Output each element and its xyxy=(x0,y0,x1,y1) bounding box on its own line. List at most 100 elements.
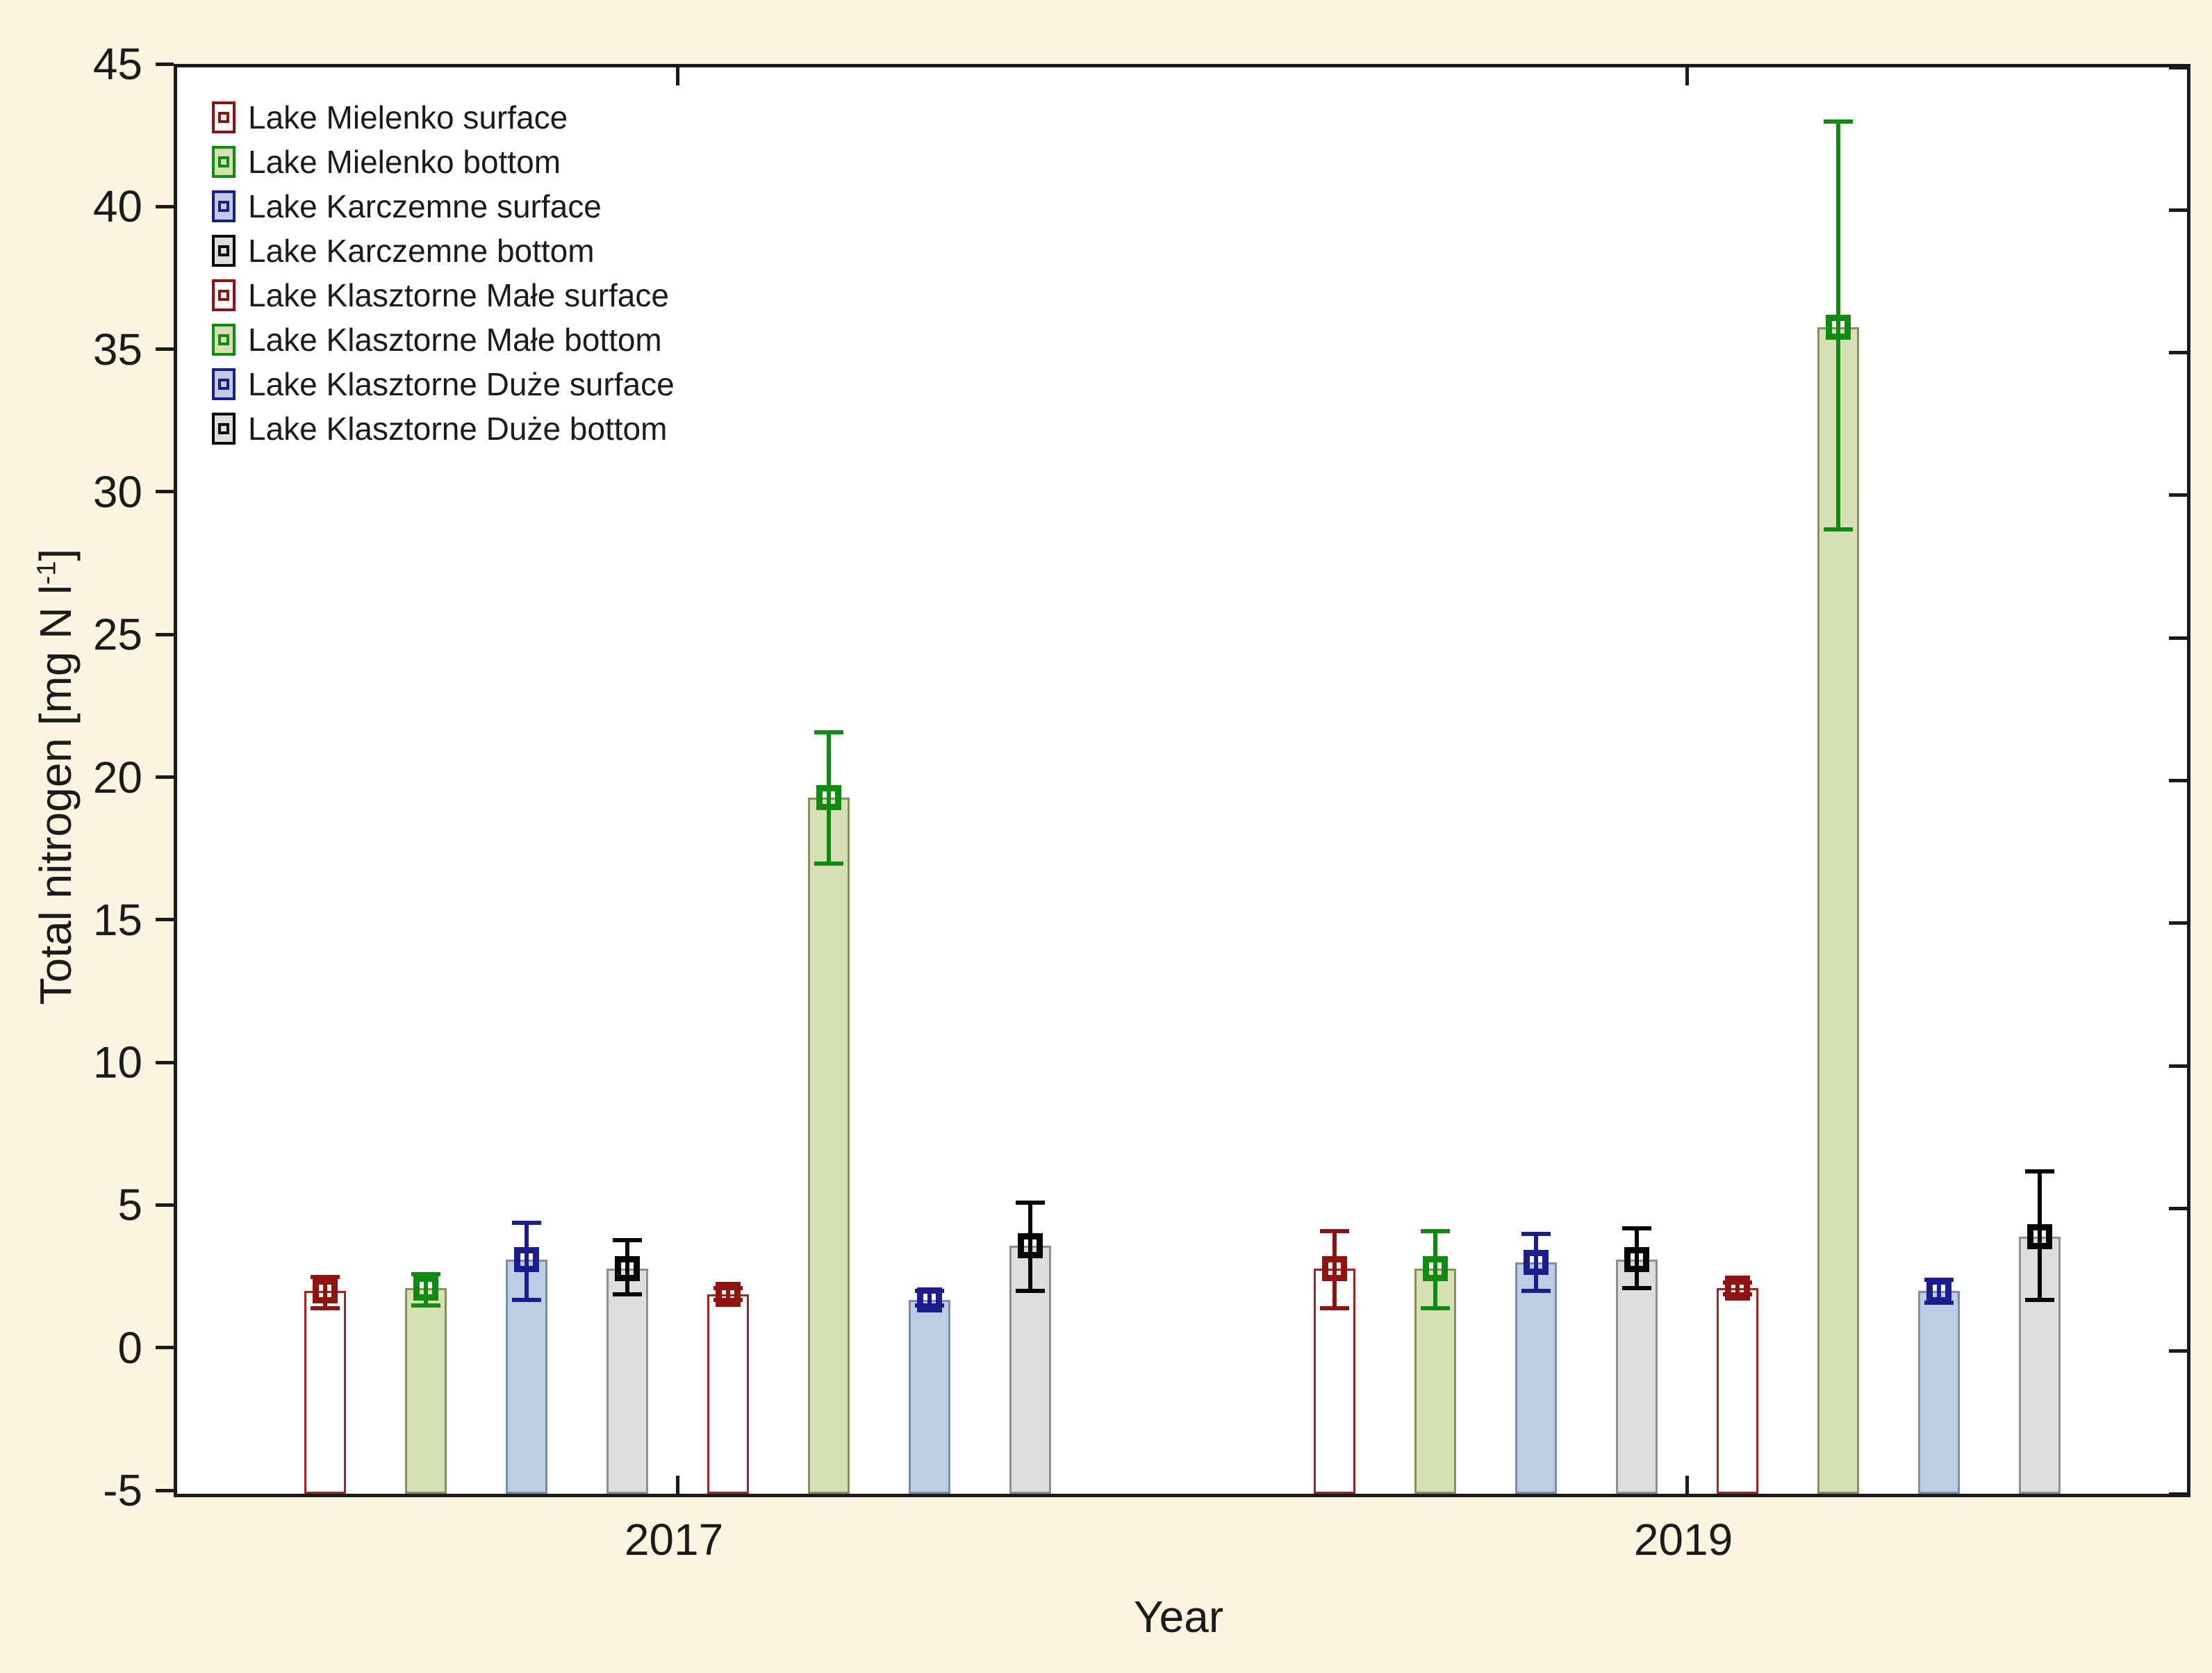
error-bar-cap-bottom xyxy=(310,1306,340,1311)
error-bar-line xyxy=(1936,1280,1941,1303)
error-bar-cap-top xyxy=(511,1220,541,1225)
error-bar-cap-top xyxy=(1521,1232,1551,1237)
y-tick-right xyxy=(2169,1492,2187,1496)
y-tick-right xyxy=(2169,779,2187,782)
legend-label: Lake Mielenko surface xyxy=(248,99,568,135)
y-tick-label: 10 xyxy=(92,1037,142,1088)
y-tick-right xyxy=(2169,1064,2187,1068)
y-tick-right xyxy=(2169,636,2187,640)
error-bar-cap-top xyxy=(713,1286,743,1291)
error-bar-line xyxy=(524,1222,529,1300)
bar xyxy=(404,1288,447,1494)
legend-item: Lake Mielenko surface xyxy=(212,95,675,140)
error-bar-cap-bottom xyxy=(1722,1292,1752,1296)
x-tick-label: 2019 xyxy=(1633,1515,1733,1565)
y-tick-label: 45 xyxy=(92,39,142,89)
error-bar-cap-top xyxy=(1015,1201,1045,1205)
error-bar-cap-top xyxy=(1621,1226,1651,1231)
error-bar-line xyxy=(1533,1234,1538,1292)
y-tick-label: -5 xyxy=(103,1465,142,1515)
mean-marker xyxy=(614,1255,640,1281)
y-tick-left xyxy=(156,490,174,494)
y-tick-label: 35 xyxy=(92,324,142,374)
legend-label: Lake Klasztorne Małe bottom xyxy=(248,322,662,358)
plot-area: Lake Mielenko surface Lake Mielenko botto… xyxy=(174,64,2190,1497)
legend-label: Lake Karczemne bottom xyxy=(248,233,595,269)
error-bar-cap-top xyxy=(2024,1169,2054,1174)
mean-marker xyxy=(1624,1247,1649,1273)
x-axis-title: Year xyxy=(1133,1592,1224,1642)
error-bar-cap-top xyxy=(1420,1229,1450,1234)
y-tick-right xyxy=(2169,493,2187,497)
legend-marker-icon xyxy=(218,423,229,434)
bar xyxy=(707,1294,749,1494)
y-tick-right xyxy=(2169,1349,2187,1353)
legend-swatch xyxy=(212,413,236,445)
mean-marker xyxy=(1724,1276,1750,1301)
error-bar-cap-bottom xyxy=(1521,1289,1551,1294)
bar xyxy=(908,1299,950,1494)
error-bar-cap-top xyxy=(1319,1229,1349,1234)
legend-marker-icon xyxy=(218,290,229,301)
error-bar-line xyxy=(1735,1283,1740,1294)
mean-marker xyxy=(1422,1255,1448,1281)
x-tick-label: 2017 xyxy=(624,1515,724,1565)
y-tick-left xyxy=(156,62,174,66)
legend-swatch xyxy=(212,235,236,267)
y-tick-left xyxy=(156,918,174,922)
x-tick-top xyxy=(1685,67,1689,85)
legend-marker-icon xyxy=(218,245,229,256)
y-axis-title-bracket: ] xyxy=(31,548,81,561)
error-bar-cap-bottom xyxy=(1823,527,1853,532)
error-bar-cap-bottom xyxy=(1015,1289,1045,1294)
error-bar-cap-bottom xyxy=(814,861,843,866)
y-tick-label: 5 xyxy=(117,1180,142,1230)
legend-item: Lake Karczemne bottom xyxy=(212,229,675,273)
legend-item: Lake Klasztorne Duże surface xyxy=(212,362,675,406)
legend-label: Lake Karczemne surface xyxy=(248,188,602,224)
legend-swatch xyxy=(212,146,236,178)
error-bar-cap-bottom xyxy=(1621,1286,1651,1291)
legend: Lake Mielenko surface Lake Mielenko botto… xyxy=(212,95,675,451)
mean-marker xyxy=(2027,1224,2052,1250)
error-bar-line xyxy=(927,1291,932,1305)
error-bar-line xyxy=(1027,1203,1032,1292)
legend-marker-icon xyxy=(218,334,229,345)
legend-label: Lake Klasztorne Małe surface xyxy=(248,277,669,313)
error-bar-cap-bottom xyxy=(713,1297,743,1302)
mean-marker xyxy=(916,1287,942,1312)
error-bar-line xyxy=(322,1276,327,1309)
mean-marker xyxy=(715,1281,741,1307)
error-bar-cap-top xyxy=(814,730,843,734)
bar xyxy=(1514,1262,1557,1494)
legend-swatch xyxy=(212,324,236,356)
mean-marker xyxy=(513,1247,539,1273)
y-tick-label: 30 xyxy=(92,466,142,517)
legend-swatch xyxy=(212,279,236,311)
mean-marker xyxy=(413,1276,438,1301)
y-tick-left xyxy=(156,204,174,208)
legend-swatch xyxy=(212,368,236,400)
error-bar-cap-bottom xyxy=(2024,1297,2054,1302)
bar xyxy=(304,1291,346,1494)
y-tick-left xyxy=(156,1488,174,1492)
error-bar-line xyxy=(826,732,831,864)
mean-marker xyxy=(312,1278,338,1304)
error-bar-line xyxy=(2037,1171,2042,1300)
y-tick-label: 0 xyxy=(117,1322,142,1373)
legend-marker-icon xyxy=(218,201,229,212)
mean-marker xyxy=(816,785,841,811)
error-bar-line xyxy=(1433,1231,1437,1309)
y-tick-right xyxy=(2169,1206,2187,1210)
error-bar-cap-top xyxy=(612,1237,642,1242)
error-bar-cap-top xyxy=(1722,1280,1752,1285)
bar xyxy=(1716,1288,1758,1494)
y-tick-left xyxy=(156,1203,174,1207)
error-bar-line xyxy=(1332,1231,1337,1309)
x-tick-top xyxy=(675,67,679,85)
legend-marker-icon xyxy=(218,156,229,167)
error-bar-cap-bottom xyxy=(612,1292,642,1296)
error-bar-cap-bottom xyxy=(914,1303,944,1308)
y-tick-left xyxy=(156,347,174,352)
